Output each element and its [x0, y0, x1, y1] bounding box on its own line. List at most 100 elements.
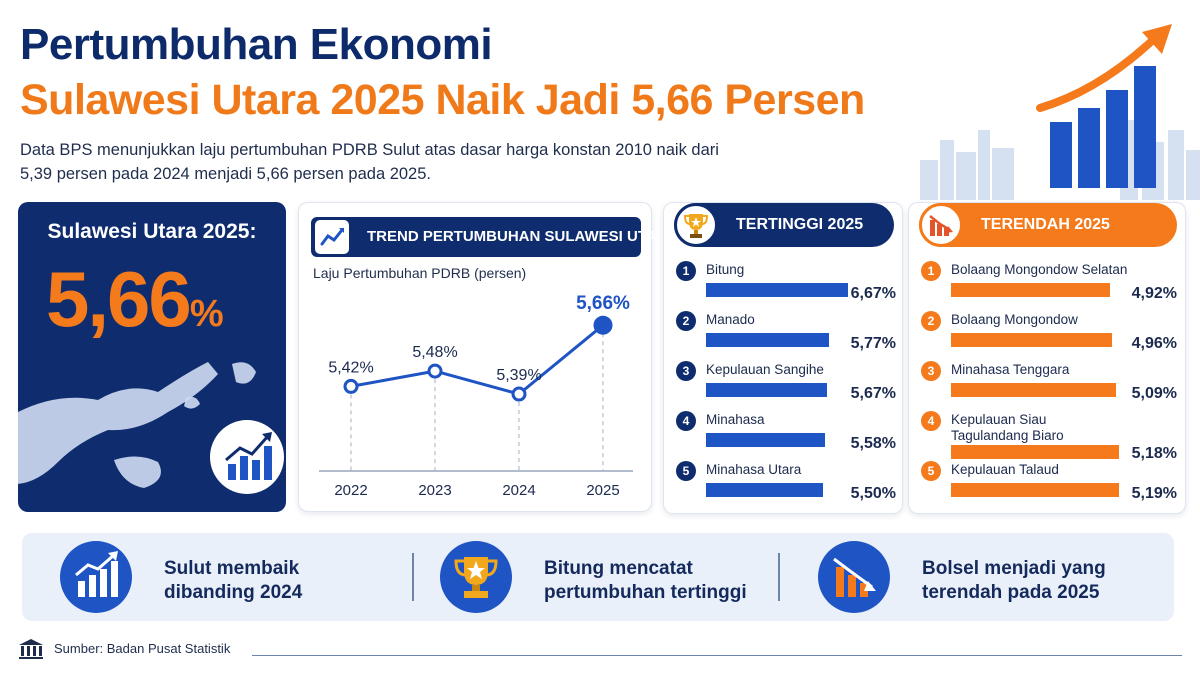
x-tick-label: 2024	[502, 482, 535, 499]
source-divider-line	[252, 655, 1182, 656]
line-chart-icon	[315, 220, 349, 254]
rank-number: 3	[676, 361, 696, 381]
trophy-icon	[674, 203, 718, 247]
ranking-item: 4 Minahasa 5,58%	[676, 411, 896, 457]
rank-number: 5	[921, 461, 941, 481]
data-label: 5,66%	[576, 293, 630, 314]
data-point	[593, 315, 613, 335]
chart-subtitle: Laju Pertumbuhan PDRB (persen)	[313, 265, 527, 281]
ranking-bar	[951, 445, 1119, 459]
rank-number: 4	[676, 411, 696, 431]
ranking-value: 5,09%	[1131, 385, 1177, 402]
ranking-value: 5,50%	[850, 485, 896, 502]
ranking-value: 6,67%	[850, 285, 896, 302]
ranking-value: 5,18%	[1131, 445, 1177, 462]
summary-text-2-line1: Bitung mencatat	[544, 558, 693, 579]
rank-number: 3	[921, 361, 941, 381]
ranking-value: 5,19%	[1131, 485, 1177, 502]
data-point	[511, 386, 527, 402]
region-name: Minahasa	[706, 412, 765, 427]
ranking-bar	[706, 383, 827, 397]
data-point	[427, 363, 443, 379]
region-name: Bitung	[706, 262, 745, 277]
lowest-ranking-header: TERENDAH 2025	[919, 203, 1177, 247]
region-name: Kepulauan Sangihe	[706, 362, 824, 377]
sulawesi-map-icon	[18, 362, 256, 488]
data-label: 5,39%	[496, 367, 541, 384]
ranking-item: 1 Bolaang Mongondow Selatan 4,92%	[921, 261, 1177, 307]
trend-header-title: TREND PERTUMBUHAN SULAWESI UTARA	[367, 228, 679, 245]
ranking-item: 2 Bolaang Mongondow 4,96%	[921, 311, 1177, 357]
region-name: Kepulauan Siau Tagulandang Biaro	[951, 412, 1064, 444]
highest-ranking-header: TERTINGGI 2025	[674, 203, 894, 247]
summary-divider	[412, 553, 414, 601]
summary-text-3-line2: terendah pada 2025	[922, 582, 1100, 603]
source-text: Sumber: Badan Pusat Statistik	[54, 641, 231, 656]
summary-text-2: Bitung mencatat pertumbuhan tertinggi	[544, 557, 747, 605]
data-point	[343, 378, 359, 394]
ranking-bar	[951, 283, 1110, 297]
highlight-label: Sulawesi Utara 2025:	[47, 220, 257, 243]
highlight-value-unit: %	[189, 293, 224, 335]
region-name: Kepulauan Talaud	[951, 462, 1059, 477]
rank-number: 1	[921, 261, 941, 281]
bar-chart-growth-icon	[210, 420, 284, 494]
ranking-item: 2 Manado 5,77%	[676, 311, 896, 357]
institution-icon	[19, 639, 43, 659]
trend-header: TREND PERTUMBUHAN SULAWESI UTARA	[311, 217, 678, 257]
region-name: Bolaang Mongondow Selatan	[951, 262, 1128, 277]
page-title-line1: Pertumbuhan Ekonomi	[20, 20, 493, 69]
ranking-bar	[706, 283, 848, 297]
region-name-line2: Tagulandang Biaro	[951, 428, 1064, 443]
ranking-bar	[951, 483, 1119, 497]
ranking-item: 5 Minahasa Utara 5,50%	[676, 461, 896, 507]
rank-number: 1	[676, 261, 696, 281]
summary-text-3-line1: Bolsel menjadi yang	[922, 558, 1106, 579]
declining-chart-icon	[818, 541, 890, 613]
ranking-value: 4,92%	[1131, 285, 1177, 302]
series-line	[350, 324, 604, 396]
lowest-ranking-card: TERENDAH 2025 1 Bolaang Mongondow Selatan…	[908, 202, 1186, 514]
lowest-ranking-title: TERENDAH 2025	[981, 216, 1110, 233]
region-name: Minahasa Utara	[706, 462, 802, 477]
ranking-item: 5 Kepulauan Talaud 5,19%	[921, 461, 1177, 507]
highest-ranking-card: TERTINGGI 2025 1 Bitung 6,67% 2 Manado 5,77% 3…	[663, 202, 903, 514]
ranking-bar	[951, 333, 1112, 347]
rank-number: 2	[676, 311, 696, 331]
highest-ranking-title: TERTINGGI 2025	[736, 216, 864, 233]
rank-number: 4	[921, 411, 941, 431]
region-name: Bolaang Mongondow	[951, 312, 1078, 327]
page-title-line2: Sulawesi Utara 2025 Naik Jadi 5,66 Perse…	[20, 76, 865, 124]
ranking-bar	[706, 333, 829, 347]
ranking-value: 5,77%	[850, 335, 896, 352]
ranking-value: 5,58%	[850, 435, 896, 452]
summary-text-1-line1: Sulut membaik	[164, 558, 300, 579]
summary-text-3: Bolsel menjadi yang terendah pada 2025	[922, 557, 1106, 605]
trophy-icon	[440, 541, 512, 613]
data-label: 5,48%	[412, 344, 457, 361]
ranking-item: 3 Kepulauan Sangihe 5,67%	[676, 361, 896, 407]
highlight-card: Sulawesi Utara 2025: 5,66%	[18, 202, 286, 512]
growth-chart-icon	[60, 541, 132, 613]
x-tick-label: 2023	[418, 482, 451, 499]
ranking-bar	[706, 433, 825, 447]
summary-divider	[778, 553, 780, 601]
ranking-bar	[951, 383, 1116, 397]
ranking-bar	[706, 483, 823, 497]
highlight-value-number: 5,66	[46, 255, 192, 343]
growth-skyline-illustration	[920, 24, 1200, 200]
data-label: 5,42%	[328, 359, 373, 376]
summary-text-1-line2: dibanding 2024	[164, 582, 303, 603]
x-tick-label: 2025	[586, 482, 619, 499]
summary-text-2-line2: pertumbuhan tertinggi	[544, 582, 747, 603]
page-subtitle: Data BPS menunjukkan laju pertumbuhan PD…	[20, 141, 719, 183]
declining-chart-icon	[919, 203, 963, 247]
summary-strip: Sulut membaik dibanding 2024 Bitung menca…	[22, 533, 1174, 621]
rank-number: 2	[921, 311, 941, 331]
rank-number: 5	[676, 461, 696, 481]
ranking-value: 5,67%	[850, 385, 896, 402]
trend-card: TREND PERTUMBUHAN SULAWESI UTARA Laju Pe…	[298, 202, 678, 512]
ranking-item: 4 Kepulauan Siau Tagulandang Biaro 5,18%	[921, 411, 1177, 462]
ranking-value: 4,96%	[1131, 335, 1177, 352]
highlight-value: 5,66%	[46, 254, 224, 345]
